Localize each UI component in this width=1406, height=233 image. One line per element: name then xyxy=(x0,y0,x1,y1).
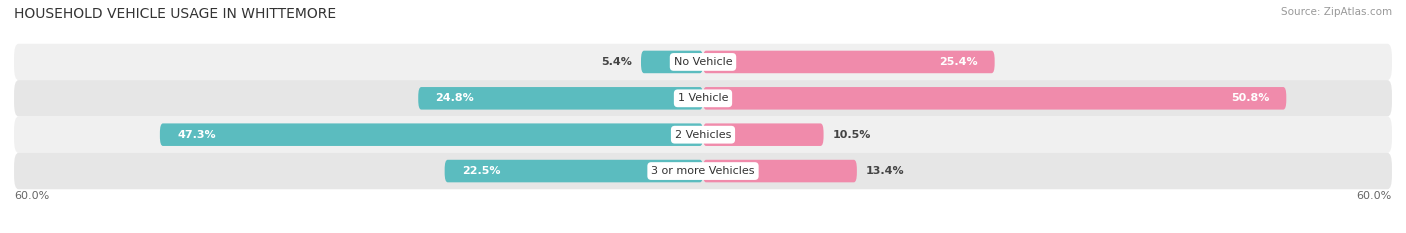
Text: 1 Vehicle: 1 Vehicle xyxy=(678,93,728,103)
FancyBboxPatch shape xyxy=(703,51,994,73)
Text: No Vehicle: No Vehicle xyxy=(673,57,733,67)
FancyBboxPatch shape xyxy=(14,116,1392,153)
Text: 5.4%: 5.4% xyxy=(600,57,631,67)
Text: 24.8%: 24.8% xyxy=(436,93,474,103)
FancyBboxPatch shape xyxy=(418,87,703,110)
FancyBboxPatch shape xyxy=(444,160,703,182)
FancyBboxPatch shape xyxy=(14,80,1392,116)
Text: 25.4%: 25.4% xyxy=(939,57,977,67)
Text: 60.0%: 60.0% xyxy=(1357,191,1392,201)
Text: 13.4%: 13.4% xyxy=(866,166,904,176)
Text: 47.3%: 47.3% xyxy=(177,130,215,140)
FancyBboxPatch shape xyxy=(160,123,703,146)
FancyBboxPatch shape xyxy=(14,44,1392,80)
FancyBboxPatch shape xyxy=(703,87,1286,110)
Text: Source: ZipAtlas.com: Source: ZipAtlas.com xyxy=(1281,7,1392,17)
Text: 2 Vehicles: 2 Vehicles xyxy=(675,130,731,140)
Text: 60.0%: 60.0% xyxy=(14,191,49,201)
FancyBboxPatch shape xyxy=(703,160,856,182)
Text: HOUSEHOLD VEHICLE USAGE IN WHITTEMORE: HOUSEHOLD VEHICLE USAGE IN WHITTEMORE xyxy=(14,7,336,21)
Text: 10.5%: 10.5% xyxy=(832,130,872,140)
FancyBboxPatch shape xyxy=(14,153,1392,189)
Text: 50.8%: 50.8% xyxy=(1230,93,1270,103)
Text: 22.5%: 22.5% xyxy=(461,166,501,176)
FancyBboxPatch shape xyxy=(703,123,824,146)
Text: 3 or more Vehicles: 3 or more Vehicles xyxy=(651,166,755,176)
FancyBboxPatch shape xyxy=(641,51,703,73)
